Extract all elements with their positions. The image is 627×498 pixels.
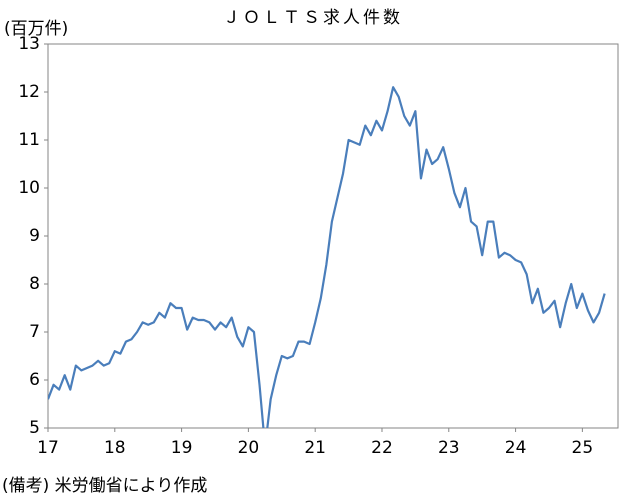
y-tick-label: 10	[18, 178, 40, 198]
x-tick-label: 22	[371, 438, 393, 458]
note: (備考) 米労働省により作成	[2, 476, 207, 496]
y-tick-label: 9	[29, 226, 40, 246]
y-tick-label: 5	[29, 418, 40, 438]
x-tick-label: 17	[37, 438, 59, 458]
y-tick-label: 11	[18, 130, 40, 150]
chart-title: ＪＯＬＴＳ求人件数	[223, 8, 403, 28]
x-tick-label: 24	[505, 438, 527, 458]
y-tick-label: 6	[29, 370, 40, 390]
y-tick-label: 12	[18, 82, 40, 102]
series-line	[48, 86, 606, 428]
x-tick-label: 19	[171, 438, 193, 458]
x-tick-label: 21	[304, 438, 326, 458]
y-tick-label: 8	[29, 274, 40, 294]
x-tick-label: 20	[238, 438, 260, 458]
y-tick-label: 13	[18, 34, 40, 54]
x-tick-label: 18	[104, 438, 126, 458]
y-tick-label: 7	[29, 322, 40, 342]
plot-frame	[47, 43, 619, 429]
y-axis-label: (百万件)	[4, 19, 68, 39]
x-tick-label: 25	[572, 438, 594, 458]
x-tick-label: 23	[438, 438, 460, 458]
